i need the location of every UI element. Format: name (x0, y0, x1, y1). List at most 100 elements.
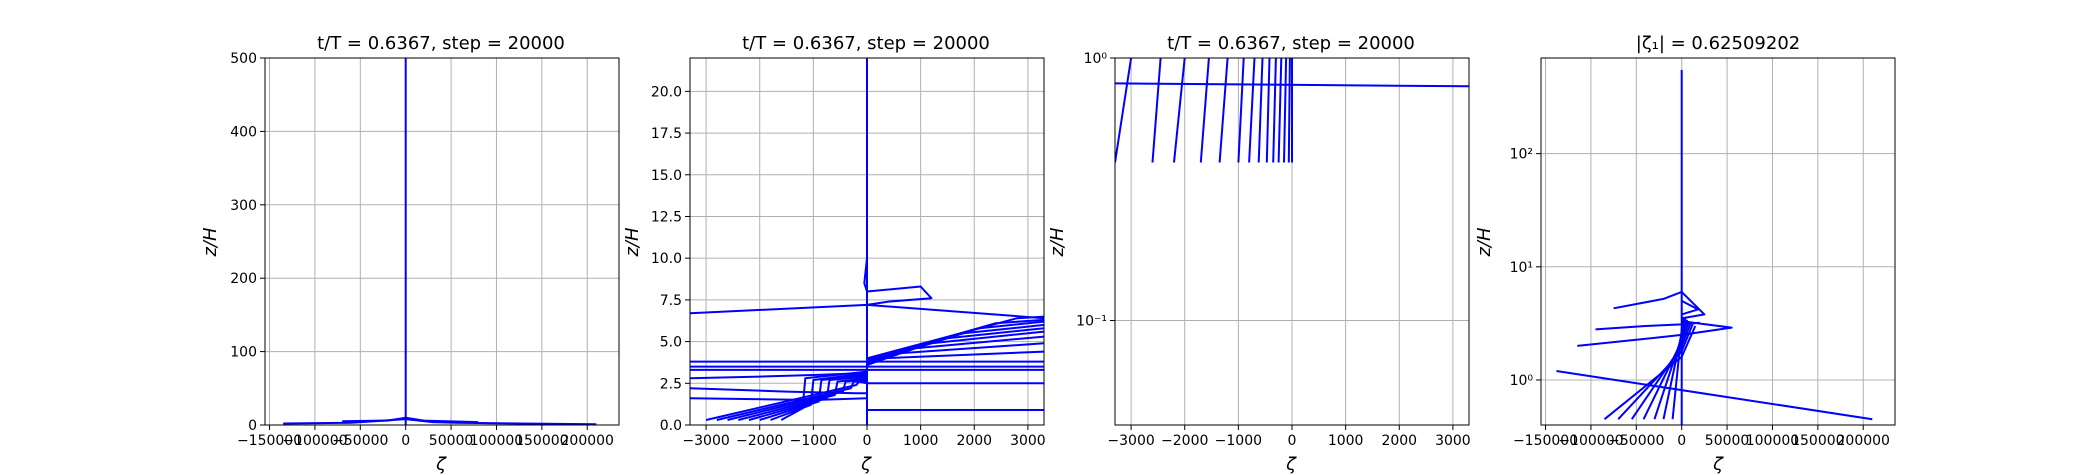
y-tick-label: 10¹ (1510, 260, 1533, 276)
plot-area-2: −3000 −2000 −1000 0 1000 2000 3000 0.0 2.5 5.0 7.5… (651, 57, 1046, 449)
x-tick-label: −1000 (1215, 433, 1262, 449)
x-tick-label: 3000 (1010, 433, 1046, 449)
series-line-12 (1277, 58, 1283, 163)
series-line-3 (1151, 58, 1162, 163)
x-tick-label: 2000 (956, 433, 992, 449)
x-tick-label: 1000 (1328, 433, 1364, 449)
x-tick-label: 50000 (1705, 433, 1750, 449)
x-tick-label: 100000 (1746, 433, 1799, 449)
subplot-1-title: t/T = 0.6367, step = 20000 (317, 33, 565, 54)
subplot-4: |ζ₁| = 0.62509202 ζ z/H (1474, 33, 1800, 475)
y-tick-label: 0.0 (660, 418, 682, 434)
subplot-2-xlabel: ζ (860, 454, 872, 475)
x-tick-label: 3000 (1435, 433, 1471, 449)
axes-frame (1540, 57, 1896, 426)
series-line-7 (1630, 322, 1692, 420)
plot-area-4: −150000−100000−50000 0 5000010000015000020… (1510, 57, 1896, 449)
x-tick-label: −1000 (790, 433, 837, 449)
x-tick-label: 50000 (429, 433, 474, 449)
x-tick-label: 2000 (1381, 433, 1417, 449)
x-tick-label: −100000 (1558, 433, 1623, 449)
subplot-4-title: |ζ₁| = 0.62509202 (1636, 33, 1800, 54)
subplot-3-xlabel: ζ (1285, 454, 1297, 475)
subplot-2: t/T = 0.6367, step = 20000 ζ z/H (622, 33, 990, 475)
series-line-6 (1617, 324, 1694, 420)
y-tick-label: 2.5 (660, 376, 682, 392)
subplot-2-ylabel: z/H (622, 227, 643, 258)
x-tick-label: −150000 (1513, 433, 1578, 449)
y-tick-label: 7.5 (660, 293, 682, 309)
y-tick-label: 10⁻¹ (1076, 314, 1107, 330)
series-line-8 (1248, 58, 1256, 163)
series-line-17 (759, 374, 868, 421)
y-tick-label: 5.0 (660, 335, 682, 351)
subplot-3-ylabel: z/H (1047, 227, 1068, 258)
series-line-19 (780, 370, 868, 421)
series-line-9 (1257, 58, 1264, 163)
series-line-3 (342, 416, 479, 424)
y-tick-label: 10⁰ (1510, 373, 1534, 389)
y-tick-label: 12.5 (651, 209, 682, 225)
series-group (690, 58, 1044, 425)
series-line-10 (1265, 58, 1271, 163)
series-line-2 (1115, 58, 1133, 163)
series-line-14 (1287, 58, 1291, 163)
x-tick-label: 150000 (515, 433, 568, 449)
series-line-5 (1199, 58, 1210, 163)
x-tick-label: 0 (1677, 433, 1686, 449)
subplot-4-ylabel: z/H (1474, 227, 1495, 258)
x-tick-label: −150000 (237, 433, 302, 449)
series-line-14 (727, 379, 868, 421)
x-tick-label: −100000 (282, 433, 347, 449)
series-line-28 (866, 315, 1044, 360)
y-tick-label: 17.5 (651, 126, 682, 142)
subplot-1-xlabel: ζ (435, 454, 447, 475)
y-tick-label: 0 (248, 418, 257, 434)
series-line-6 (1218, 58, 1229, 163)
x-tick-label: −50000 (332, 433, 388, 449)
x-tick-label: 100000 (470, 433, 523, 449)
series-line-5 (1603, 325, 1697, 420)
series-group (1115, 58, 1469, 163)
y-tick-label: 500 (230, 51, 257, 67)
y-tick-label: 10⁰ (1084, 51, 1108, 67)
series-line-2 (1556, 370, 1873, 421)
x-tick-label: −2000 (736, 433, 783, 449)
series-line-16 (748, 375, 868, 421)
series-group (1556, 69, 1873, 425)
x-tick-label: 200000 (1837, 433, 1890, 449)
x-tick-label: 1000 (903, 433, 939, 449)
y-tick-label: 400 (230, 124, 257, 140)
series-line-4 (1613, 290, 1706, 320)
series-line-13 (1283, 58, 1288, 163)
series-group (283, 58, 597, 425)
y-tick-label: 200 (230, 271, 257, 287)
series-line-12 (1595, 321, 1700, 331)
x-tick-label: −2000 (1161, 433, 1208, 449)
series-line-7 (1237, 58, 1245, 163)
subplot-4-xlabel: ζ (1712, 454, 1724, 475)
x-tick-label: −3000 (682, 433, 729, 449)
series-line-11 (1671, 316, 1685, 420)
series-line-8 (863, 258, 933, 306)
axes-frame (264, 57, 620, 426)
y-tick-label: 15.0 (651, 168, 682, 184)
x-tick-label: 0 (1288, 433, 1297, 449)
y-tick-label: 10² (1510, 147, 1533, 163)
x-tick-label: 0 (863, 433, 872, 449)
x-tick-label: 0 (401, 433, 410, 449)
series-line-11 (1272, 58, 1277, 163)
x-tick-label: −3000 (1107, 433, 1154, 449)
series-line-13 (1681, 300, 1699, 316)
plot-area-3: −3000 −2000 −1000 0 1000 2000 3000 10⁻¹ 10⁰ (1076, 51, 1471, 449)
x-tick-label: 150000 (1791, 433, 1844, 449)
y-tick-label: 10.0 (651, 251, 682, 267)
series-line-13 (716, 380, 867, 421)
series-line-4 (1173, 58, 1186, 163)
y-tick-label: 100 (230, 345, 257, 361)
x-tick-label: 200000 (561, 433, 614, 449)
subplot-2-title: t/T = 0.6367, step = 20000 (742, 33, 990, 54)
series-line-15 (738, 377, 868, 421)
